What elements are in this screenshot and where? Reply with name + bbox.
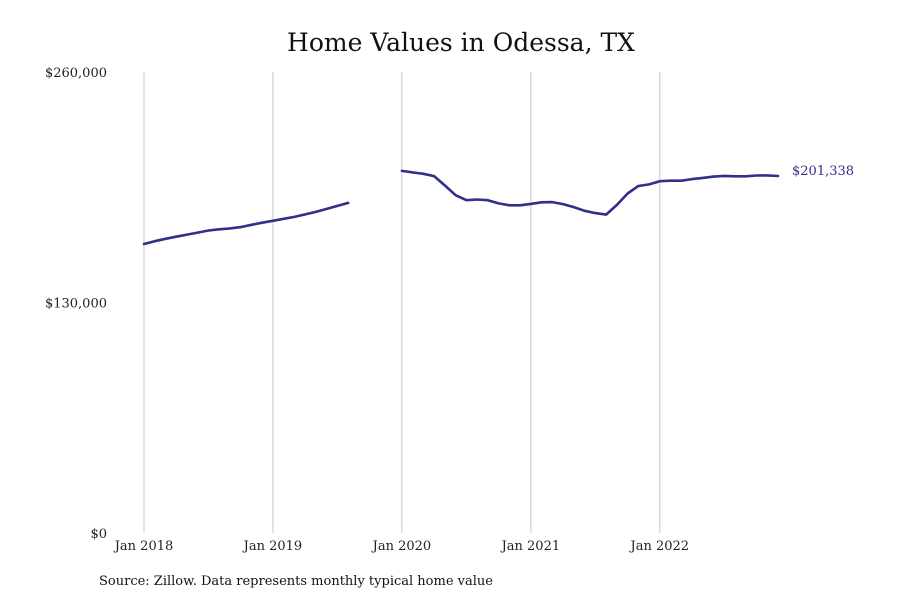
source-note: Source: Zillow. Data represents monthly … bbox=[99, 574, 493, 589]
grid-lines bbox=[143, 72, 661, 533]
series-lines bbox=[142, 169, 780, 246]
last-value-label: $201,338 bbox=[792, 164, 854, 179]
y-tick-label: $260,000 bbox=[45, 66, 107, 81]
series-line-segment-2 bbox=[400, 169, 780, 216]
x-tick-label: Jan 2019 bbox=[242, 539, 303, 554]
x-axis-ticks: Jan 2018 Jan 2019 Jan 2020 Jan 2021 Jan 2022 bbox=[113, 539, 689, 554]
x-tick-label: Jan 2022 bbox=[629, 539, 690, 554]
x-tick-label: Jan 2021 bbox=[500, 539, 561, 554]
y-axis-ticks: $0 $130,000 $260,000 bbox=[45, 66, 107, 542]
x-tick-label: Jan 2018 bbox=[113, 539, 174, 554]
y-tick-label: $130,000 bbox=[45, 297, 107, 312]
x-tick-label: Jan 2020 bbox=[371, 539, 432, 554]
series-line-segment-1 bbox=[142, 201, 350, 246]
chart-title: Home Values in Odessa, TX bbox=[287, 28, 635, 57]
y-tick-label: $0 bbox=[90, 527, 107, 542]
